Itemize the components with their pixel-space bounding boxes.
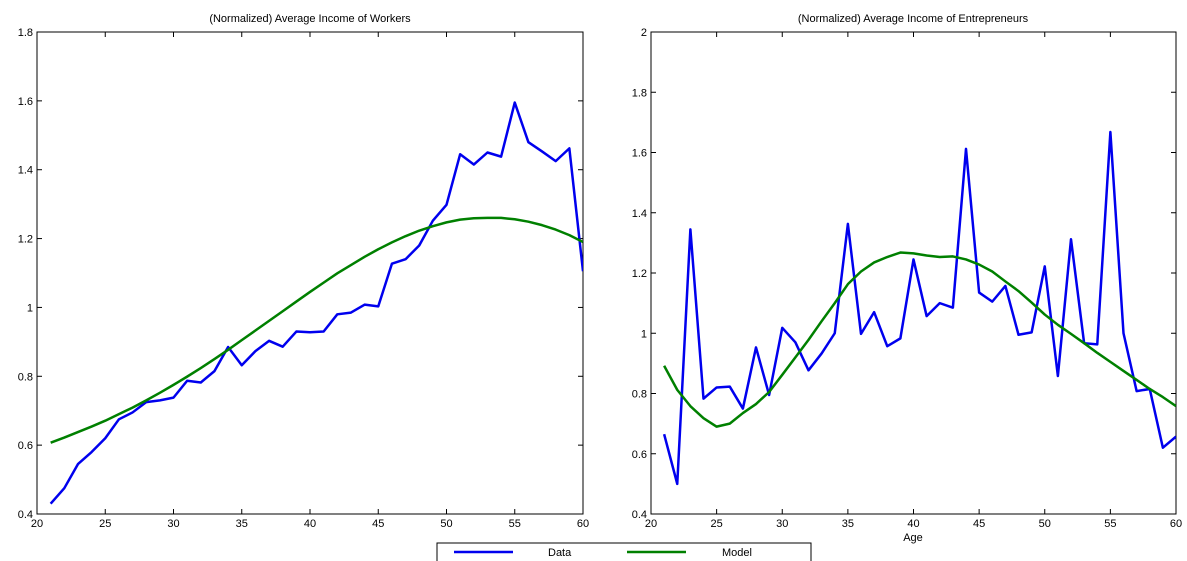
y-tick-label: 1.4 bbox=[18, 165, 33, 177]
y-tick-label: 0.4 bbox=[18, 509, 33, 521]
x-tick-label: 35 bbox=[236, 518, 248, 530]
x-tick-label: 40 bbox=[907, 518, 919, 530]
legend-label-model: Model bbox=[722, 547, 752, 559]
y-tick-label: 2 bbox=[641, 27, 647, 39]
x-tick-label: 25 bbox=[99, 518, 111, 530]
y-tick-label: 1.6 bbox=[632, 148, 647, 160]
x-tick-label: 55 bbox=[1104, 518, 1116, 530]
x-tick-label: 60 bbox=[1170, 518, 1182, 530]
y-tick-label: 0.6 bbox=[632, 449, 647, 461]
x-tick-label: 50 bbox=[440, 518, 452, 530]
entrepreneurs-income-chart: (Normalized) Average Income of Entrepren… bbox=[632, 13, 1182, 544]
series-line-data bbox=[49, 101, 583, 505]
legend-label-data: Data bbox=[548, 547, 572, 559]
x-axis-label: Age bbox=[903, 532, 923, 544]
y-tick-label: 1.2 bbox=[18, 234, 33, 246]
y-tick-label: 0.8 bbox=[632, 389, 647, 401]
workers-income-chart: (Normalized) Average Income of Workers 2… bbox=[18, 13, 589, 530]
y-tick-label: 0.4 bbox=[632, 509, 647, 521]
y-tick-label: 1.8 bbox=[632, 87, 647, 99]
y-tick-label: 1 bbox=[641, 328, 647, 340]
legend: Data Model bbox=[436, 542, 812, 561]
x-tick-label: 20 bbox=[31, 518, 43, 530]
y-tick-label: 1.2 bbox=[632, 268, 647, 280]
x-tick-label: 50 bbox=[1039, 518, 1051, 530]
x-tick-label: 20 bbox=[645, 518, 657, 530]
y-tick-label: 0.6 bbox=[18, 440, 33, 452]
y-tick-label: 1.6 bbox=[18, 96, 33, 108]
chart-title: (Normalized) Average Income of Entrepren… bbox=[798, 13, 1029, 25]
y-tick-label: 1.8 bbox=[18, 27, 33, 39]
x-tick-label: 40 bbox=[304, 518, 316, 530]
plot-frame bbox=[650, 31, 1177, 515]
x-tick-label: 25 bbox=[711, 518, 723, 530]
x-tick-label: 45 bbox=[973, 518, 985, 530]
x-tick-label: 30 bbox=[167, 518, 179, 530]
x-tick-label: 60 bbox=[577, 518, 589, 530]
y-tick-label: 0.8 bbox=[18, 371, 33, 383]
plot-frame bbox=[36, 31, 584, 515]
y-tick-label: 1 bbox=[27, 302, 33, 314]
series-line-model bbox=[663, 251, 1176, 428]
y-tick-label: 1.4 bbox=[632, 208, 647, 220]
chart-title: (Normalized) Average Income of Workers bbox=[209, 13, 411, 25]
series-line-data bbox=[662, 130, 1176, 486]
series-line-model bbox=[50, 216, 583, 444]
x-tick-label: 45 bbox=[372, 518, 384, 530]
x-tick-label: 55 bbox=[509, 518, 521, 530]
legend-box bbox=[436, 542, 812, 561]
x-tick-label: 35 bbox=[842, 518, 854, 530]
x-tick-label: 30 bbox=[776, 518, 788, 530]
